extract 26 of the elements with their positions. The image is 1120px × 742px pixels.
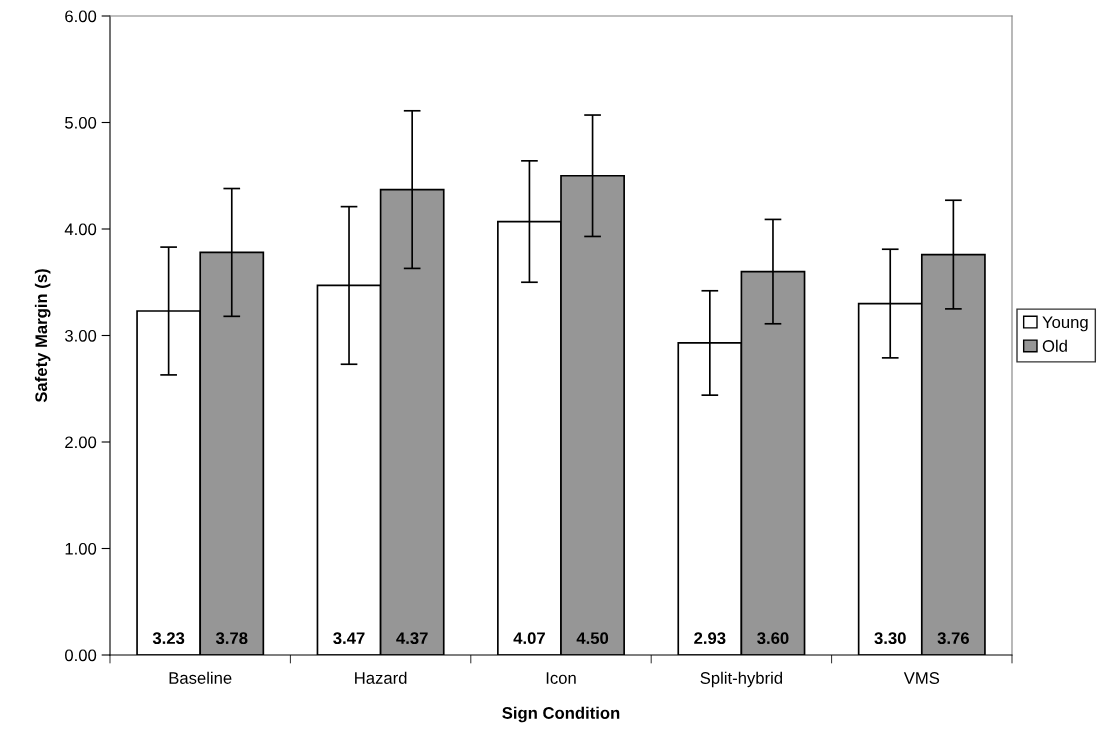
y-tick-label: 5.00 (65, 116, 97, 129)
y-tick-label: 2.00 (65, 436, 97, 449)
y-tick-label: 4.00 (64, 223, 97, 236)
data-label: 3.78 (215, 632, 248, 645)
x-axis-title: Sign Condition (502, 706, 620, 723)
y-tick-label: 1.00 (65, 542, 97, 555)
data-label: 4.50 (576, 632, 609, 645)
x-tick-label: Baseline (169, 671, 232, 684)
data-label: 3.47 (333, 632, 365, 645)
x-tick-label: VMS (903, 672, 940, 684)
y-tick-label: 0.00 (65, 649, 97, 662)
data-label: 4.07 (513, 632, 545, 645)
x-tick-label: Icon (546, 672, 576, 684)
data-label: 3.60 (757, 632, 789, 645)
data-label: 4.37 (396, 632, 428, 645)
y-tick-label: 6.00 (65, 10, 97, 23)
data-label: 3.76 (937, 632, 969, 645)
data-label: 2.93 (694, 632, 726, 645)
data-label: 3.23 (152, 632, 185, 645)
legend-label: Old (1042, 339, 1067, 352)
y-tick-label: 3.00 (65, 329, 97, 342)
legend-label: Young (1042, 316, 1088, 332)
data-label: 3.30 (874, 632, 906, 645)
x-tick-label: Hazard (355, 671, 407, 684)
x-tick-label: Split-hybrid (700, 671, 783, 688)
y-axis-title: Safety Margin (s) (34, 269, 51, 403)
